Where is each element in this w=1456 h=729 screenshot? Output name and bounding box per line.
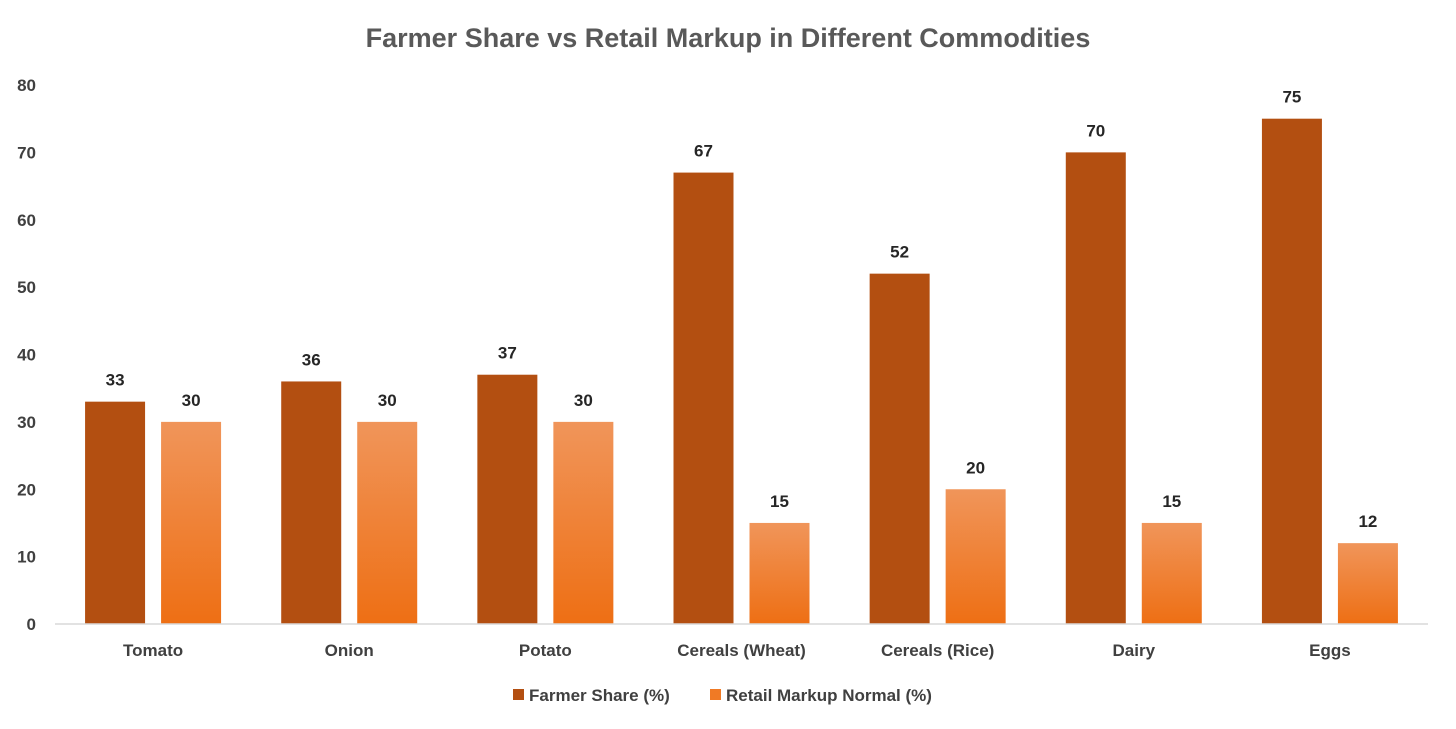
x-tick-label: Onion (325, 641, 374, 660)
y-tick-label: 50 (17, 278, 36, 297)
data-label: 15 (770, 492, 789, 511)
bar-retail-markup (1337, 543, 1398, 624)
bar-retail-markup (161, 421, 222, 624)
y-tick-label: 60 (17, 211, 36, 230)
bar-farmer-share (1261, 118, 1322, 624)
y-axis: 0 10 20 30 40 50 60 70 80 (17, 76, 36, 634)
data-label: 67 (694, 142, 713, 161)
bar-farmer-share (477, 374, 538, 624)
bar-retail-markup (553, 421, 614, 624)
bar-farmer-share (673, 172, 734, 624)
bar-retail-markup (749, 522, 810, 624)
x-tick-label: Tomato (123, 641, 183, 660)
x-tick-label: Eggs (1309, 641, 1351, 660)
x-tick-label: Cereals (Rice) (881, 641, 994, 660)
legend-swatch (710, 689, 721, 700)
x-tick-label: Potato (519, 641, 572, 660)
data-label: 37 (498, 344, 517, 363)
legend-swatch (513, 689, 524, 700)
bar-retail-markup (1141, 522, 1202, 624)
bar-farmer-share (869, 273, 930, 624)
legend-label: Farmer Share (%) (529, 686, 670, 705)
data-label: 30 (378, 391, 397, 410)
y-tick-label: 0 (27, 615, 36, 634)
y-tick-label: 10 (17, 548, 36, 567)
data-label: 33 (106, 371, 125, 390)
data-label: 15 (1162, 492, 1181, 511)
x-tick-label: Dairy (1113, 641, 1156, 660)
y-tick-label: 20 (17, 480, 36, 499)
bar-retail-markup (945, 489, 1006, 624)
chart-title: Farmer Share vs Retail Markup in Differe… (366, 23, 1091, 53)
data-label: 52 (890, 243, 909, 262)
bar-farmer-share (85, 401, 146, 624)
bar-farmer-share (1065, 152, 1126, 624)
data-label: 30 (182, 391, 201, 410)
y-tick-label: 30 (17, 413, 36, 432)
x-tick-label: Cereals (Wheat) (677, 641, 805, 660)
legend-label: Retail Markup Normal (%) (726, 686, 932, 705)
data-label: 12 (1358, 512, 1377, 531)
data-label: 75 (1282, 88, 1301, 107)
data-label: 36 (302, 350, 321, 369)
data-label: 70 (1086, 121, 1105, 140)
bar-retail-markup (357, 421, 418, 624)
y-tick-label: 70 (17, 143, 36, 162)
bars (85, 118, 1398, 624)
data-labels: 33 30 36 30 37 30 67 15 52 20 70 15 75 12 (106, 88, 1378, 531)
data-label: 20 (966, 458, 985, 477)
data-label: 30 (574, 391, 593, 410)
x-axis: Tomato Onion Potato Cereals (Wheat) Cereals … (123, 641, 1351, 660)
bar-farmer-share (281, 381, 342, 624)
y-tick-label: 80 (17, 76, 36, 95)
y-tick-label: 40 (17, 346, 36, 365)
legend: Farmer Share (%) Retail Markup Normal (%) (513, 686, 932, 705)
